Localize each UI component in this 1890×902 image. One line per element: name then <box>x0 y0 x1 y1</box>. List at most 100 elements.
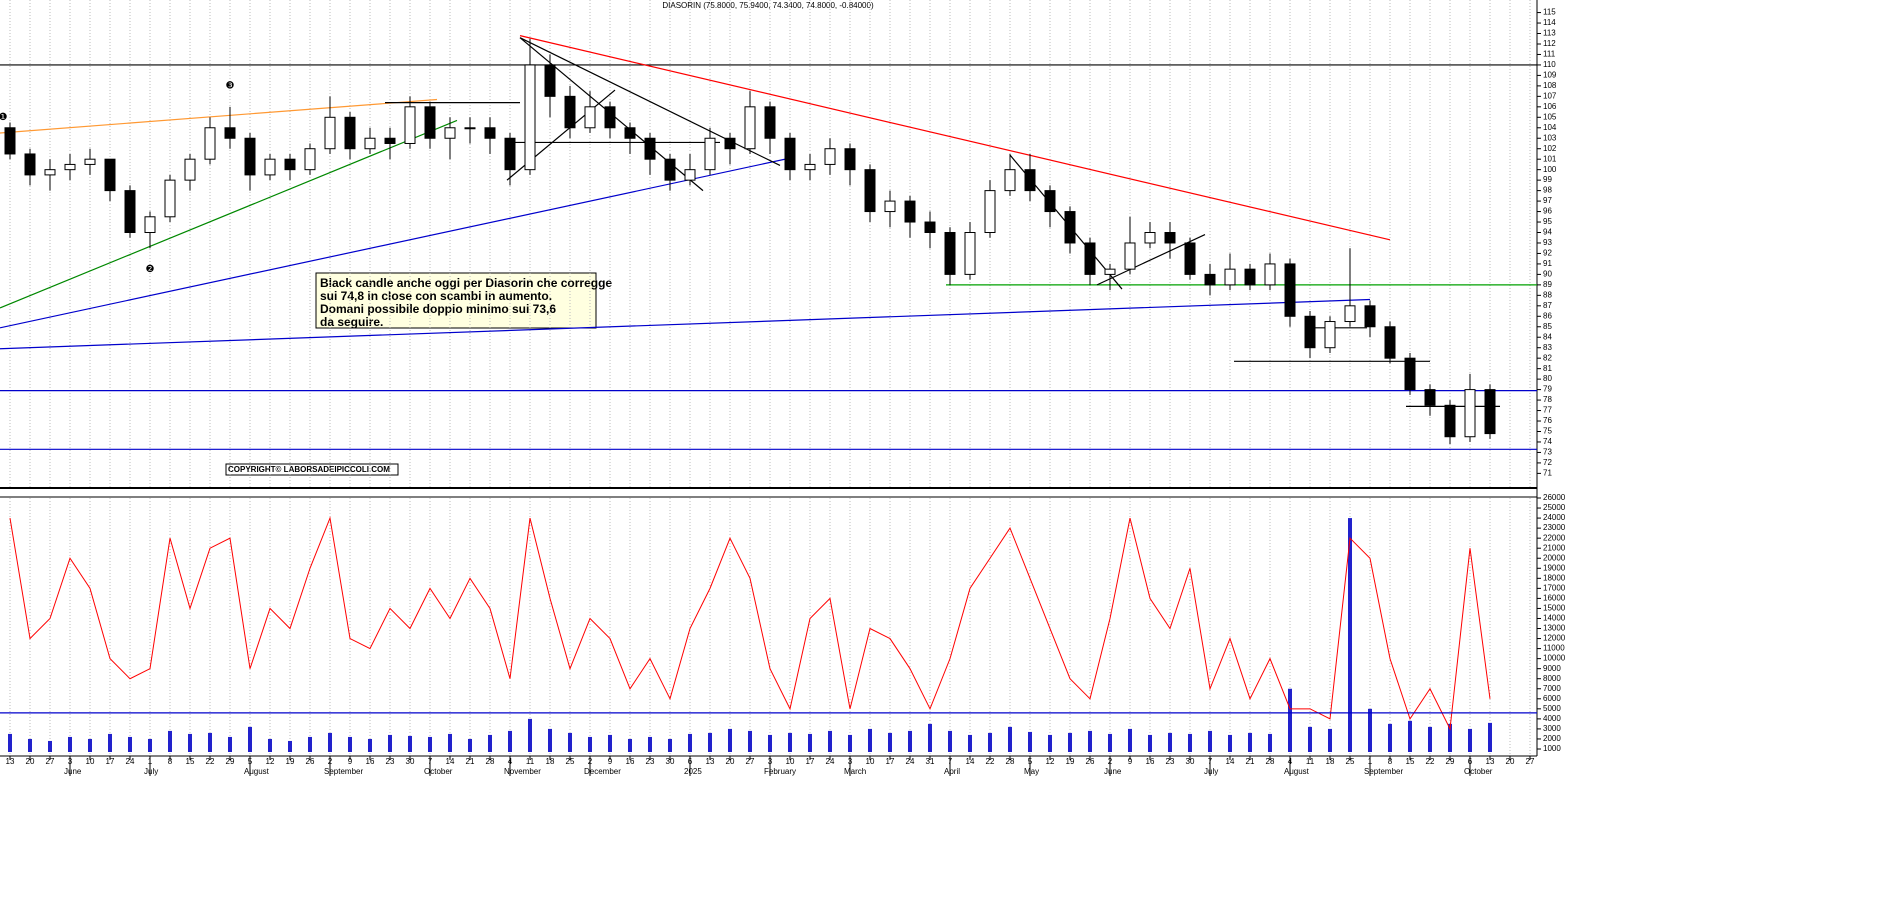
candle-body <box>384 137 396 144</box>
y-tick-label: 115 <box>1543 8 1556 17</box>
volume-bar <box>388 734 392 752</box>
candle-body <box>64 163 76 171</box>
trend-line <box>0 157 791 329</box>
copyright: COPYRIGHT© LABORSADEIPICCOLI.COM <box>228 465 390 474</box>
x-tick-label: 24 <box>126 757 135 766</box>
candle-body <box>564 95 576 129</box>
candle-body <box>1264 263 1276 286</box>
candle-body <box>664 158 676 181</box>
candle-body <box>1044 190 1056 213</box>
candle-body <box>504 137 516 171</box>
volume-bar <box>668 738 672 752</box>
candle-body <box>984 190 996 234</box>
y-tick-label: 81 <box>1543 364 1552 373</box>
y-tick-label: 14000 <box>1543 614 1566 623</box>
candle-body <box>1184 242 1196 275</box>
volume-bar <box>348 736 352 752</box>
volume-bar <box>288 740 292 752</box>
y-tick-label: 94 <box>1543 228 1552 237</box>
volume-bar <box>1068 732 1072 752</box>
month-label: July <box>1204 767 1218 776</box>
candle-body <box>584 106 596 129</box>
y-tick-label: 90 <box>1543 270 1552 279</box>
month-label: October <box>424 767 453 776</box>
y-tick-label: 92 <box>1543 249 1552 258</box>
annotation-line: Black candle anche oggi per Diasorin che… <box>320 276 612 290</box>
volume-bar <box>248 726 252 752</box>
x-tick-label: 30 <box>406 757 415 766</box>
candle-body <box>1324 321 1336 349</box>
y-tick-label: 73 <box>1543 448 1552 457</box>
volume-bar <box>888 732 892 752</box>
candle-body <box>704 137 716 171</box>
x-tick-label: 9 <box>608 757 613 766</box>
y-tick-label: 86 <box>1543 311 1552 320</box>
candle-body <box>904 200 916 223</box>
marker: ❸ <box>226 81 235 92</box>
x-tick-label: 26 <box>306 757 315 766</box>
month-label: July <box>144 767 158 776</box>
volume-bar <box>168 730 172 752</box>
candle-body <box>1024 169 1036 192</box>
x-tick-label: 14 <box>966 757 975 766</box>
volume-bar <box>268 738 272 752</box>
candle-body <box>484 127 496 139</box>
volume-bar <box>1268 733 1272 752</box>
candle-body <box>924 221 936 234</box>
candle-body <box>444 127 456 139</box>
y-tick-label: 103 <box>1543 133 1557 142</box>
y-tick-label: 2000 <box>1543 734 1561 743</box>
y-tick-label: 10000 <box>1543 654 1566 663</box>
x-tick-label: 19 <box>1066 757 1075 766</box>
volume-bar <box>928 723 932 752</box>
y-tick-label: 75 <box>1543 427 1552 436</box>
candle-body <box>104 158 116 192</box>
y-tick-label: 110 <box>1543 60 1556 69</box>
volume-bar <box>728 728 732 752</box>
candle-body <box>784 137 796 171</box>
y-tick-label: 104 <box>1543 123 1557 132</box>
y-tick-label: 15000 <box>1543 604 1566 613</box>
y-tick-label: 99 <box>1543 175 1552 184</box>
volume-bar <box>1228 734 1232 752</box>
y-tick-label: 25000 <box>1543 503 1566 512</box>
volume-bar <box>808 733 812 752</box>
candle-body <box>1104 268 1116 275</box>
volume-bar <box>908 730 912 752</box>
x-tick-label: 26 <box>1086 757 1095 766</box>
month-label: February <box>764 767 796 776</box>
candle-body <box>624 127 636 139</box>
candle-body <box>804 163 816 171</box>
y-tick-label: 6000 <box>1543 694 1561 703</box>
y-tick-label: 88 <box>1543 290 1552 299</box>
x-tick-label: 14 <box>1226 757 1235 766</box>
month-label: April <box>944 767 960 776</box>
x-tick-label: 29 <box>226 757 235 766</box>
volume-bar <box>408 735 412 752</box>
x-tick-label: 23 <box>386 757 395 766</box>
candle-body <box>1464 389 1476 438</box>
y-tick-label: 8000 <box>1543 674 1561 683</box>
x-tick-label: 13 <box>6 757 15 766</box>
candle-body <box>324 116 336 150</box>
candle-body <box>744 106 756 150</box>
chart-title: DIASORIN (75.8000, 75.9400, 74.3400, 74.… <box>662 1 874 10</box>
y-tick-label: 24000 <box>1543 513 1566 522</box>
volume-bar <box>308 736 312 752</box>
volume-bar <box>568 732 572 752</box>
x-tick-label: 9 <box>1128 757 1133 766</box>
y-tick-label: 77 <box>1543 406 1552 415</box>
candle-body <box>304 148 316 171</box>
candle-body <box>1164 232 1176 244</box>
x-tick-label: 29 <box>1446 757 1455 766</box>
month-label: December <box>584 767 621 776</box>
candle-body <box>1204 273 1216 286</box>
y-tick-label: 4000 <box>1543 714 1561 723</box>
x-tick-label: 18 <box>546 757 555 766</box>
volume-bar <box>188 733 192 752</box>
candle-body <box>964 232 976 275</box>
x-tick-label: 23 <box>646 757 655 766</box>
volume-bar <box>628 738 632 752</box>
candle-body <box>1084 242 1096 275</box>
